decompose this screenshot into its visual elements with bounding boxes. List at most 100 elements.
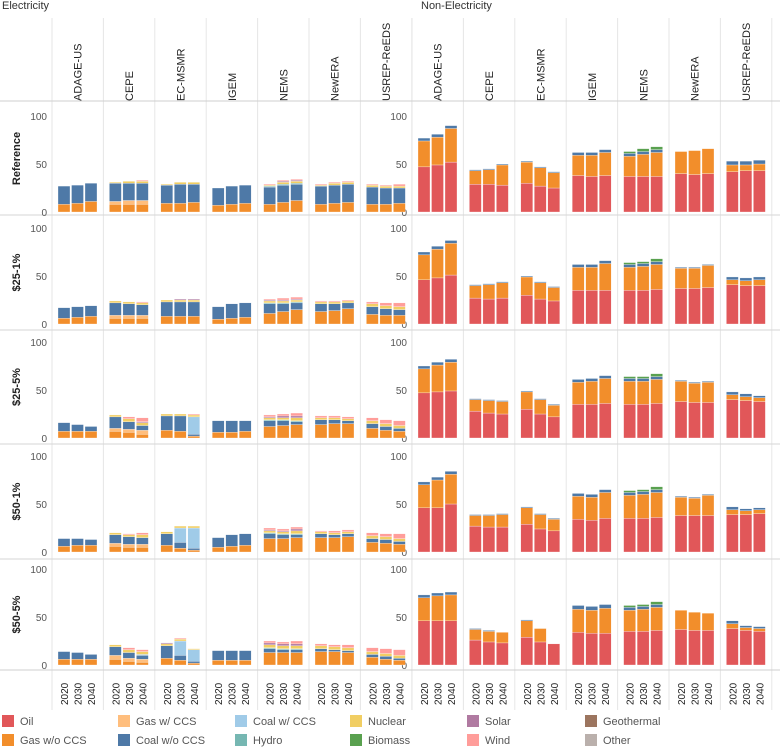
bar-segment-non-electricity-gas-w-o-ccs: [482, 284, 496, 300]
y-tick-label: 100: [390, 565, 407, 576]
bar-segment-electricity-gas-w-ccs: [136, 315, 149, 319]
bar-segment-non-electricity-coal-w-o-ccs: [496, 281, 509, 283]
bar-segment-non-electricity-oil: [444, 161, 458, 213]
bar-segment-electricity-nuclear: [276, 300, 290, 304]
bar-segment-electricity-gas-w-o-ccs: [109, 204, 122, 213]
bar-segment-non-electricity-coal-w-o-ccs: [444, 240, 458, 244]
bar-segment-non-electricity-coal-w-o-ccs: [431, 476, 444, 481]
bar-segment-electricity-coal-w-o-ccs: [136, 655, 149, 660]
legend-label-wind: Wind: [485, 735, 510, 747]
bar-segment-non-electricity-oil: [547, 416, 560, 439]
bar-segment-electricity-nuclear: [136, 302, 149, 305]
legend-swatch-oil: [2, 715, 14, 727]
bar-segment-electricity-coal-w-o-ccs: [276, 303, 290, 312]
bar-segment-electricity-wind: [328, 644, 341, 647]
bar-segment-electricity-coal-w-o-ccs: [290, 302, 303, 310]
bar-segment-electricity-nuclear: [174, 182, 187, 185]
bar-segment-electricity-coal-w-o-ccs: [393, 428, 406, 432]
bar-segment-electricity-gas-w-o-ccs: [160, 203, 173, 213]
bar-segment-non-electricity-gas-w-o-ccs: [688, 612, 701, 631]
year-label: 2030: [176, 682, 187, 705]
bar-segment-electricity-nuclear: [122, 649, 136, 653]
bar-segment-electricity-coal-w-o-ccs: [212, 420, 225, 433]
y-tick-label: 100: [30, 112, 47, 123]
bar-segment-electricity-coal-w-o-ccs: [225, 303, 238, 319]
bar-segment-electricity-gas-w-o-ccs: [225, 660, 238, 666]
legend-label-hydro: Hydro: [253, 735, 282, 747]
bar-segment-non-electricity-oil: [688, 402, 701, 439]
bar-segment-non-electricity-coal-w-o-ccs: [469, 398, 482, 400]
bar-segment-electricity-gas-w-o-ccs: [84, 316, 98, 325]
bar-segment-electricity-nuclear: [366, 184, 379, 188]
bar-segment-electricity-nuclear: [379, 185, 393, 189]
year-label: 2040: [138, 682, 149, 705]
bar-segment-non-electricity-coal-w-o-ccs: [431, 592, 444, 597]
bar-segment-non-electricity-biomass: [636, 604, 650, 607]
bar-segment-non-electricity-oil: [547, 530, 560, 553]
bar-segment-non-electricity-oil: [572, 404, 585, 439]
bar-segment-electricity-coal-w-o-ccs: [314, 419, 328, 425]
bar-segment-electricity-wind: [366, 301, 379, 304]
y-tick-label: 50: [36, 613, 48, 624]
bar-segment-electricity-wind: [393, 649, 406, 656]
bar-segment-non-electricity-oil: [636, 631, 650, 666]
bar-segment-electricity-coal-w-o-ccs: [263, 648, 276, 653]
bar-segment-electricity-coal-w-o-ccs: [379, 426, 393, 431]
legend-label-geothermal: Geothermal: [603, 716, 660, 728]
bar-segment-electricity-wind: [366, 417, 379, 421]
bar-segment-non-electricity-oil: [739, 400, 753, 439]
y-tick-label: 100: [30, 452, 47, 463]
bar-segment-non-electricity-oil: [572, 175, 585, 213]
bar-segment-electricity-coal-w-o-ccs: [160, 645, 173, 659]
bar-segment-non-electricity-gas-w-o-ccs: [623, 495, 636, 519]
bar-segment-non-electricity-gas-w-o-ccs: [585, 497, 598, 521]
bar-segment-electricity-gas-w-o-ccs: [379, 543, 393, 553]
bar-segment-non-electricity-gas-w-o-ccs: [547, 405, 560, 418]
bar-segment-electricity-gas-w-o-ccs: [328, 423, 341, 439]
y-tick-label: 0: [401, 661, 407, 672]
bar-segment-non-electricity-oil: [444, 390, 458, 439]
bar-segment-non-electricity-gas-w-o-ccs: [469, 629, 482, 641]
bar-segment-non-electricity-coal-w-o-ccs: [469, 169, 482, 171]
bar-segment-non-electricity-coal-w-o-ccs: [726, 391, 739, 395]
bar-segment-electricity-gas-w-o-ccs: [174, 316, 187, 325]
bar-segment-electricity-coal-w-ccs: [187, 649, 200, 662]
bar-segment-electricity-gas-w-o-ccs: [212, 432, 225, 439]
bar-segment-non-electricity-biomass: [636, 148, 650, 152]
bar-segment-non-electricity-gas-w-o-ccs: [739, 164, 753, 171]
bar-segment-electricity-gas-w-o-ccs: [290, 424, 303, 439]
bar-segment-non-electricity-coal-w-o-ccs: [701, 381, 715, 383]
bar-segment-non-electricity-gas-w-o-ccs: [496, 401, 509, 415]
bar-segment-electricity-gas-w-o-ccs: [290, 309, 303, 325]
bar-segment-electricity-coal-w-o-ccs: [314, 533, 328, 538]
bar-segment-electricity-nuclear: [328, 417, 341, 420]
bar-segment-electricity-coal-w-o-ccs: [276, 184, 290, 203]
y-tick-label: 50: [396, 272, 408, 283]
bar-segment-electricity-gas-w-o-ccs: [379, 659, 393, 666]
year-label: 2040: [447, 682, 458, 705]
bar-segment-electricity-coal-w-o-ccs: [328, 184, 341, 204]
bar-segment-non-electricity-oil: [650, 517, 663, 553]
bar-segment-electricity-nuclear: [379, 423, 393, 427]
bar-segment-electricity-solar: [290, 415, 303, 418]
bar-segment-non-electricity-biomass: [623, 490, 636, 493]
bar-segment-non-electricity-oil: [482, 298, 496, 325]
bar-segment-electricity-nuclear: [109, 300, 122, 304]
bar-segment-electricity-nuclear: [366, 303, 379, 307]
bar-segment-non-electricity-coal-w-o-ccs: [482, 399, 496, 401]
year-label: 2030: [228, 682, 239, 705]
year-label: 2020: [317, 682, 328, 705]
bar-segment-non-electricity-gas-w-o-ccs: [572, 609, 585, 633]
bar-segment-non-electricity-oil: [417, 620, 431, 666]
bar-segment-electricity-solar: [290, 528, 303, 532]
bar-segment-electricity-nuclear: [314, 301, 328, 304]
bar-segment-electricity-gas-w-o-ccs: [328, 310, 341, 325]
bar-segment-electricity-coal-w-o-ccs: [57, 538, 71, 547]
bar-segment-electricity-gas-w-o-ccs: [187, 316, 200, 325]
bar-segment-non-electricity-oil: [534, 185, 547, 213]
bar-segment-electricity-wind: [341, 299, 355, 302]
bar-segment-non-electricity-oil: [469, 410, 482, 439]
bar-segment-non-electricity-gas-w-o-ccs: [636, 494, 650, 519]
y-tick-label: 0: [401, 320, 407, 331]
